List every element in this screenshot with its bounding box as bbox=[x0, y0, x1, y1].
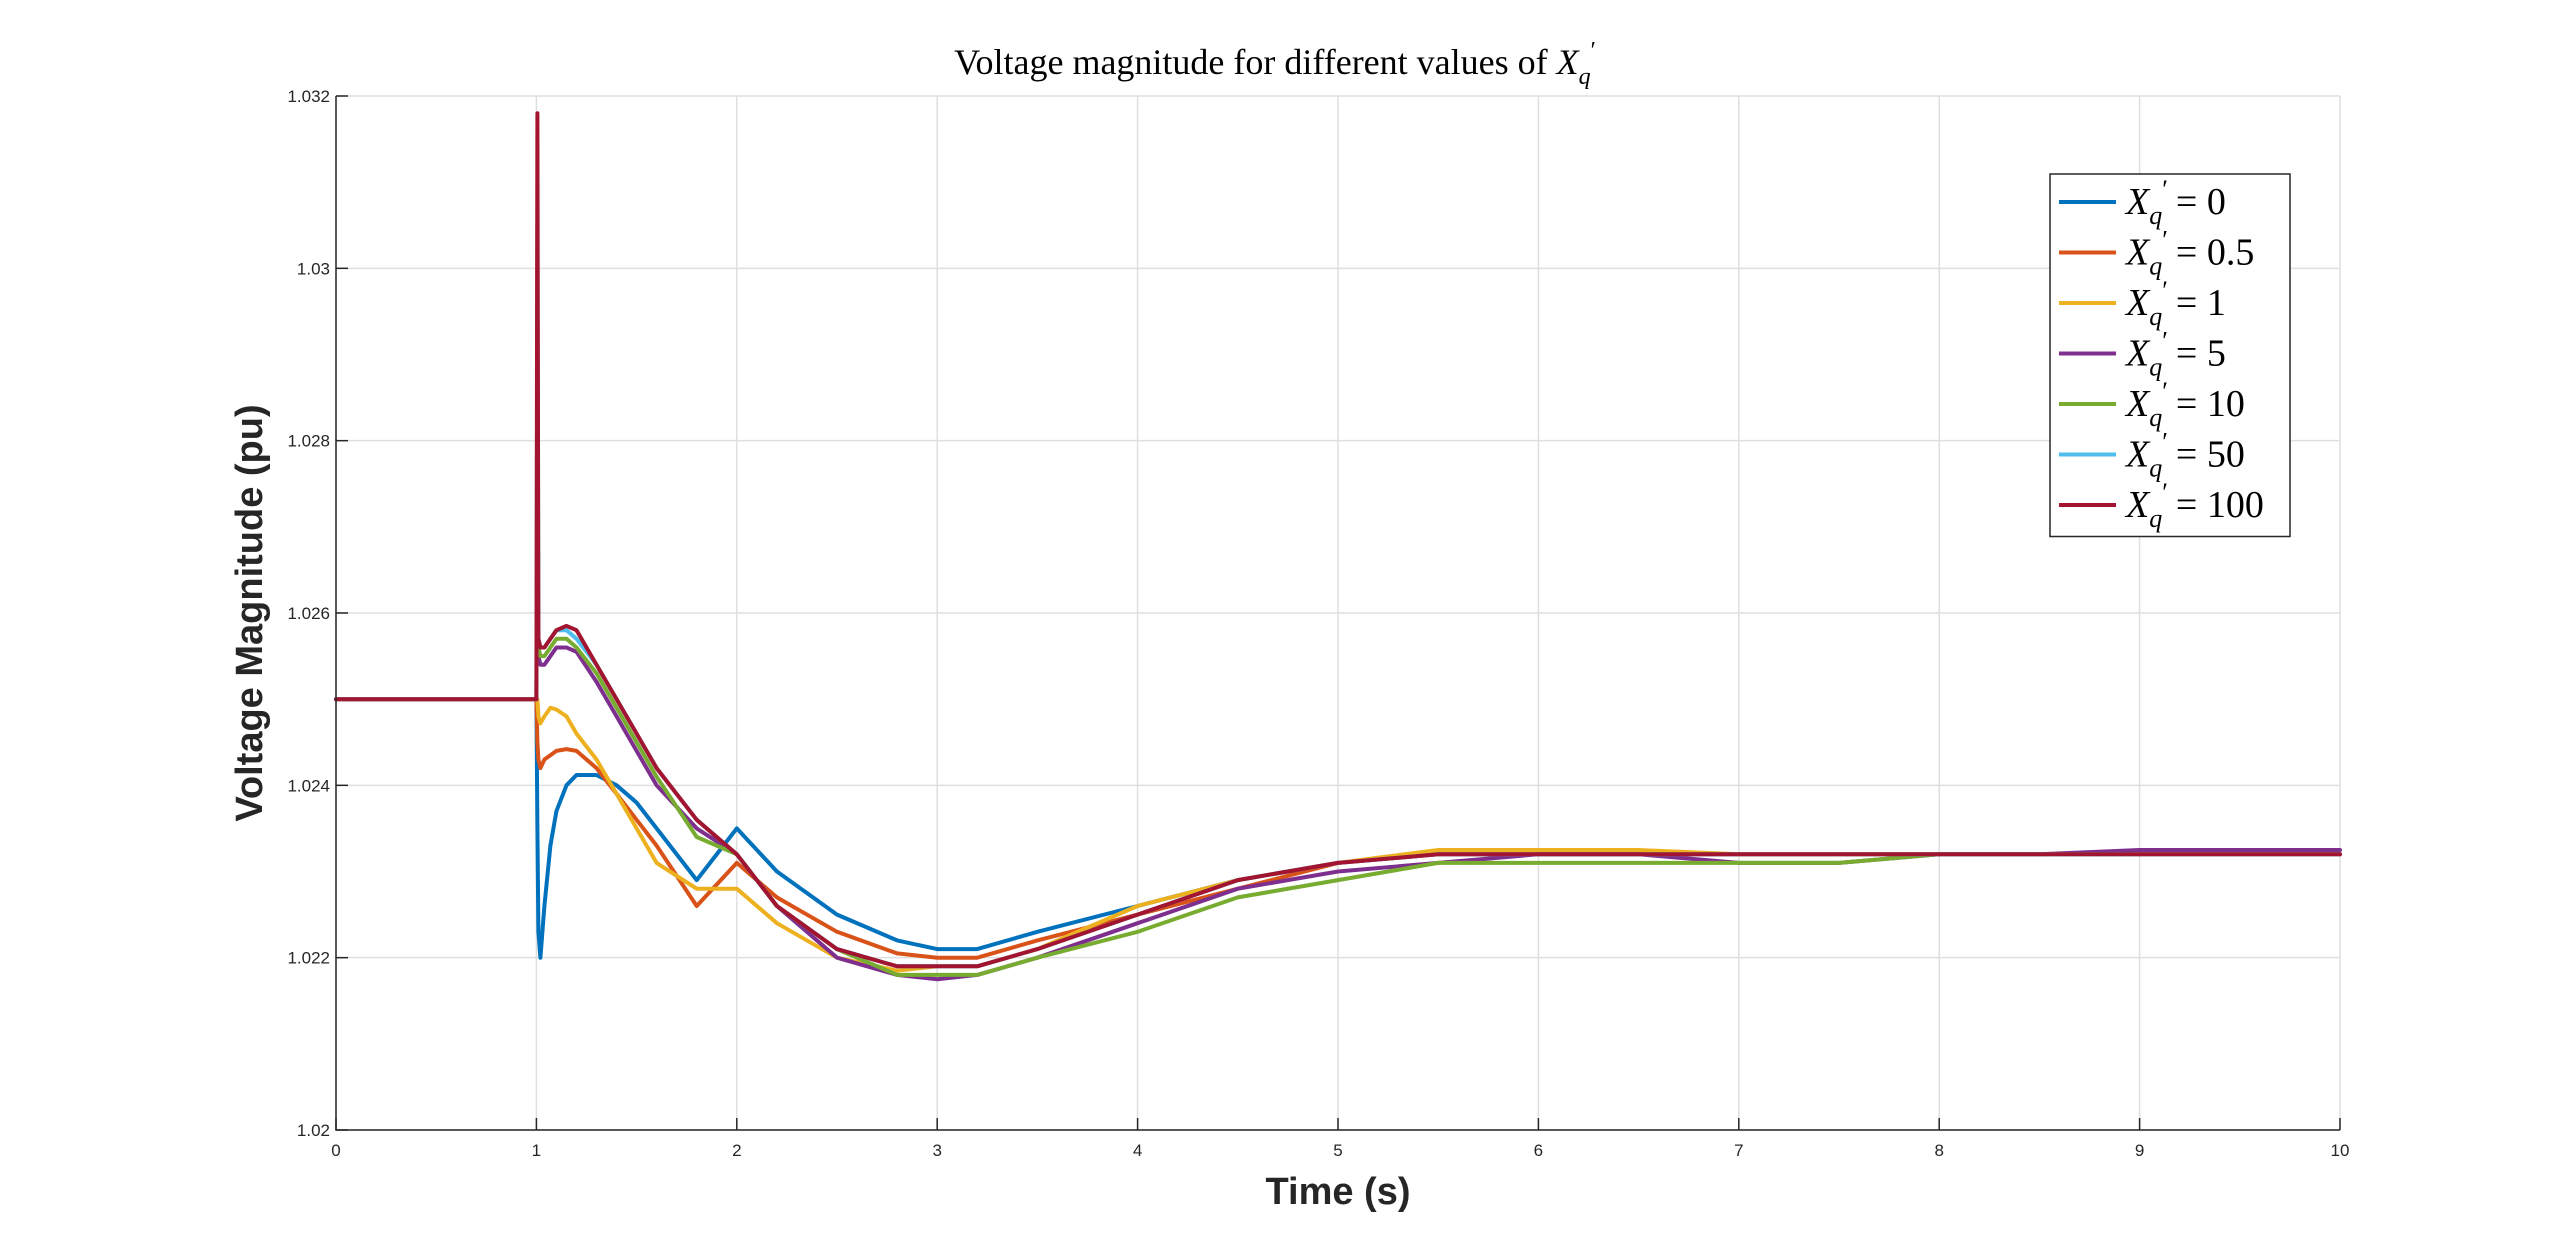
legend-entry: Xq′ = 0.5 bbox=[2124, 226, 2254, 281]
x-tick-label: 0 bbox=[331, 1141, 340, 1160]
legend-symbol: X bbox=[2124, 333, 2151, 375]
legend-prime: ′ bbox=[2162, 327, 2168, 356]
legend-sub: q bbox=[2149, 252, 2162, 281]
x-tick-label: 2 bbox=[732, 1141, 741, 1160]
y-axis-label: Voltage Magnitude (pu) bbox=[229, 404, 271, 821]
legend-sub: q bbox=[2149, 454, 2162, 483]
legend-entry: Xq′ = 50 bbox=[2124, 428, 2245, 483]
legend-value: = 50 bbox=[2176, 434, 2245, 476]
legend-entry: Xq′ = 10 bbox=[2124, 377, 2245, 432]
x-tick-label: 1 bbox=[532, 1141, 541, 1160]
chart-title-symbol: X bbox=[1555, 42, 1581, 82]
x-tick-label: 7 bbox=[1734, 1141, 1743, 1160]
chart-title-sub: q bbox=[1579, 64, 1591, 90]
legend-entry: Xq′ = 100 bbox=[2124, 478, 2264, 533]
legend-symbol: X bbox=[2124, 434, 2151, 476]
chart-title: Voltage magnitude for different values o… bbox=[954, 38, 1596, 90]
legend-entry: Xq′ = 0 bbox=[2124, 175, 2226, 230]
legend-value: = 100 bbox=[2176, 484, 2264, 526]
chart-title-prefix: Voltage magnitude for different values o… bbox=[954, 42, 1557, 82]
legend-entry: Xq′ = 1 bbox=[2124, 276, 2226, 331]
y-tick-label: 1.026 bbox=[287, 604, 330, 623]
x-tick-label: 4 bbox=[1133, 1141, 1142, 1160]
legend-value: = 10 bbox=[2176, 383, 2245, 425]
series-group bbox=[334, 111, 2342, 982]
legend-prime: ′ bbox=[2162, 276, 2168, 305]
legend-prime: ′ bbox=[2162, 175, 2168, 204]
legend-symbol: X bbox=[2124, 484, 2151, 526]
legend-value: = 1 bbox=[2176, 282, 2226, 324]
legend-symbol: X bbox=[2124, 181, 2151, 223]
legend-value: = 5 bbox=[2176, 333, 2226, 375]
series-line-6 bbox=[334, 111, 2342, 969]
chart-title-prime: ′ bbox=[1591, 38, 1596, 64]
legend-sub: q bbox=[2149, 201, 2162, 230]
legend-symbol: X bbox=[2124, 282, 2151, 324]
ticks: 0 1 2 3 4 5 6 7 8 9 10 1.02 1.022 1.024 1.026 1.028 1.03… bbox=[287, 87, 2349, 1160]
y-tick-label: 1.02 bbox=[297, 1121, 330, 1140]
legend-value: = 0 bbox=[2176, 181, 2226, 223]
x-tick-label: 3 bbox=[932, 1141, 941, 1160]
x-tick-label: 6 bbox=[1534, 1141, 1543, 1160]
legend-prime: ′ bbox=[2162, 377, 2168, 406]
legend-value: = 0.5 bbox=[2176, 232, 2254, 274]
legend-prime: ′ bbox=[2162, 226, 2168, 255]
legend-sub: q bbox=[2149, 302, 2162, 331]
y-tick-label: 1.024 bbox=[287, 776, 330, 795]
x-axis-label: Time (s) bbox=[1265, 1171, 1410, 1213]
x-tick-label: 10 bbox=[2331, 1141, 2350, 1160]
y-tick-label: 1.022 bbox=[287, 949, 330, 968]
x-tick-label: 8 bbox=[1934, 1141, 1943, 1160]
legend-sub: q bbox=[2149, 504, 2162, 533]
x-tick-label: 9 bbox=[2135, 1141, 2144, 1160]
legend-symbol: X bbox=[2124, 232, 2151, 274]
legend-symbol: X bbox=[2124, 383, 2151, 425]
y-tick-label: 1.028 bbox=[287, 432, 330, 451]
legend-entry: Xq′ = 5 bbox=[2124, 327, 2226, 382]
legend-prime: ′ bbox=[2162, 428, 2168, 457]
x-tick-label: 5 bbox=[1333, 1141, 1342, 1160]
legend-prime: ′ bbox=[2162, 478, 2168, 507]
y-tick-label: 1.032 bbox=[287, 87, 330, 106]
grid bbox=[335, 95, 2341, 1131]
legend-sub: q bbox=[2149, 353, 2162, 382]
legend-sub: q bbox=[2149, 403, 2162, 432]
y-tick-label: 1.03 bbox=[297, 259, 330, 278]
